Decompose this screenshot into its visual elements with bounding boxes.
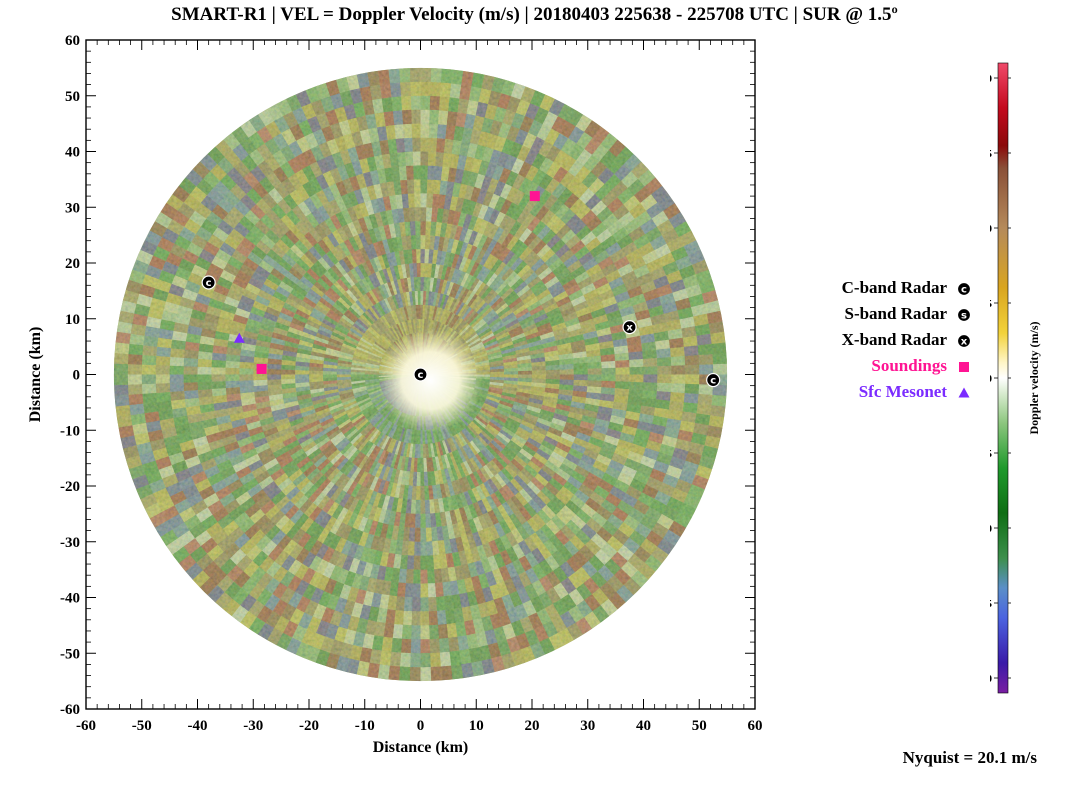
- legend-item-c-band-radar: C-band Radar c: [800, 278, 975, 304]
- c-band-radar-marker: c: [201, 275, 216, 290]
- axes: -60 -50 -40 -30 -20 -10 0 10 20 30 40 50 60 -60 -50 -40…: [60, 33, 763, 734]
- x-tick-label: -50: [132, 718, 152, 734]
- svg-text:c: c: [710, 376, 716, 387]
- y-tick-label: -60: [60, 702, 80, 718]
- colorbar-label: Doppler velocity (m/s): [1027, 321, 1041, 434]
- colorbar-tick-label: 15: [990, 148, 993, 160]
- x-tick-label: 30: [580, 718, 595, 734]
- y-tick-label: -40: [60, 591, 80, 607]
- y-tick-label: 20: [65, 256, 80, 272]
- legend-item-sfc-mesonet: Sfc Mesonet: [800, 382, 975, 408]
- svg-text:x: x: [961, 337, 968, 348]
- sfc-mesonet-marker: [233, 332, 245, 343]
- legend-symbol: x: [956, 333, 972, 349]
- colorbar-tick-label: 10: [990, 223, 993, 235]
- legend-label: Soundings: [871, 356, 947, 375]
- x-tick-label: -30: [243, 718, 263, 734]
- legend-label: C-band Radar: [841, 278, 947, 297]
- legend-symbol: [959, 362, 969, 372]
- y-tick-label: 10: [65, 312, 80, 328]
- radar-icon: c: [956, 281, 972, 297]
- colorbar-tick-label: -10: [990, 523, 992, 535]
- legend-label: S-band Radar: [844, 304, 947, 323]
- x-axis-label: Distance (km): [373, 739, 469, 756]
- svg-text:x: x: [626, 323, 633, 334]
- legend-label: X-band Radar: [841, 330, 947, 349]
- x-tick-label: 40: [636, 718, 651, 734]
- x-tick-label: 20: [525, 718, 540, 734]
- x-band-radar-marker: x: [622, 320, 637, 335]
- colorbar: -20 -15 -10 -5 0 5 10 15 20 Doppler velocity (m/…: [990, 62, 1041, 694]
- soundings-marker: [256, 363, 267, 374]
- x-tick-label: 60: [748, 718, 763, 734]
- radar-icon: x: [956, 333, 972, 349]
- c-band-radar-marker: c: [413, 367, 428, 382]
- y-tick-label: -30: [60, 535, 80, 551]
- x-tick-label: 50: [692, 718, 707, 734]
- legend-symbol: [958, 387, 970, 398]
- colorbar-ticks: -20 -15 -10 -5 0 5 10 15 20: [990, 73, 1011, 685]
- triangle-icon: [958, 387, 970, 398]
- radar-icon: s: [956, 307, 972, 323]
- legend-item-x-band-radar: X-band Radar x: [800, 330, 975, 356]
- marker-legend: C-band Radar c S-band Radar s X-band Radar x S…: [800, 278, 975, 408]
- colorbar-tick-label: 5: [990, 298, 993, 310]
- y-tick-label: 0: [73, 368, 81, 384]
- svg-text:c: c: [206, 278, 212, 289]
- colorbar-tick-label: -5: [990, 448, 992, 460]
- legend-symbol: c: [956, 281, 972, 297]
- legend-symbol: s: [956, 307, 972, 323]
- y-tick-label: -20: [60, 479, 80, 495]
- x-tick-label: 10: [469, 718, 484, 734]
- colorbar-tick-label: 0: [990, 373, 993, 385]
- soundings-marker: [529, 191, 540, 202]
- svg-text:s: s: [961, 311, 967, 322]
- y-tick-label: -50: [60, 646, 80, 662]
- x-tick-label: 0: [417, 718, 425, 734]
- colorbar-tick-label: -15: [990, 598, 992, 610]
- x-tick-label: -60: [76, 718, 96, 734]
- radar-plot: -60 -50 -40 -30 -20 -10 0 10 20 30 40 50 60 -60 -50 -40…: [27, 33, 763, 756]
- legend-item-soundings: Soundings: [800, 356, 975, 382]
- legend-item-s-band-radar: S-band Radar s: [800, 304, 975, 330]
- y-tick-label: 60: [65, 33, 80, 49]
- x-tick-label: -10: [355, 718, 375, 734]
- svg-text:c: c: [961, 285, 967, 296]
- square-icon: [959, 362, 969, 372]
- near-radar-echo: [378, 328, 483, 433]
- legend-label: Sfc Mesonet: [858, 382, 947, 401]
- y-tick-label: -10: [60, 423, 80, 439]
- site-markers: c c c x: [201, 191, 721, 388]
- y-axis-label: Distance (km): [27, 327, 44, 423]
- nyquist-label: Nyquist = 20.1 m/s: [902, 748, 1037, 767]
- colorbar-tick-label: -20: [990, 673, 992, 685]
- colorbar-gradient: [997, 62, 1009, 694]
- y-tick-label: 30: [65, 200, 80, 216]
- c-band-radar-marker: c: [706, 372, 721, 388]
- svg-text:c: c: [418, 370, 424, 381]
- chart-title: SMART-R1 | VEL = Doppler Velocity (m/s) …: [171, 4, 898, 25]
- x-tick-label: -40: [188, 718, 208, 734]
- x-tick-label: -20: [299, 718, 319, 734]
- colorbar-tick-label: 20: [990, 73, 993, 85]
- y-tick-label: 50: [65, 89, 80, 105]
- y-tick-label: 40: [65, 145, 80, 161]
